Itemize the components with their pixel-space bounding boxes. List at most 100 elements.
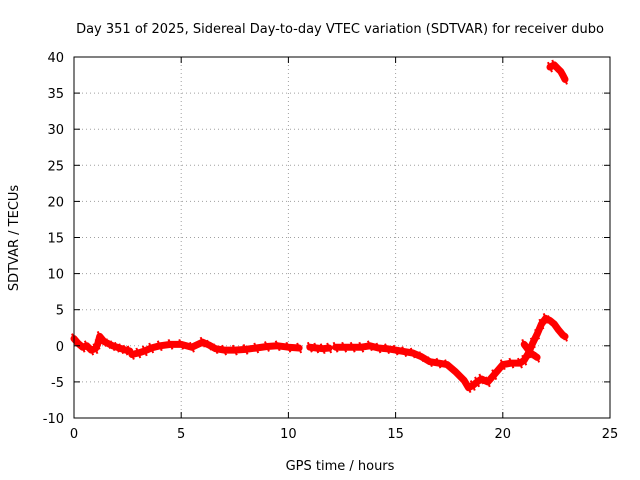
x-tick-label: 15: [387, 427, 404, 442]
data-point: [96, 331, 103, 342]
data-point: [341, 341, 348, 353]
data-point: [75, 338, 82, 350]
data-point: [212, 343, 219, 355]
x-tick-label: 5: [177, 427, 185, 442]
data-point: [542, 312, 549, 324]
data-point: [349, 341, 356, 353]
data-point: [274, 340, 281, 352]
data-point: [559, 329, 566, 341]
data-layer: [70, 59, 569, 394]
data-point: [253, 342, 260, 354]
data-point: [491, 369, 498, 381]
data-point: [474, 376, 481, 388]
data-point: [122, 344, 129, 356]
data-point: [296, 342, 303, 354]
data-point: [465, 382, 472, 394]
data-point: [128, 349, 135, 360]
data-point: [285, 341, 292, 353]
y-tick-label: -5: [51, 376, 64, 391]
data-point: [231, 344, 238, 356]
data-point: [418, 351, 425, 363]
data-point: [499, 359, 506, 370]
data-point: [562, 74, 568, 85]
data-point: [375, 342, 382, 354]
data-point: [547, 61, 553, 73]
data-point: [392, 344, 399, 356]
data-point: [521, 354, 528, 366]
data-point: [401, 346, 408, 357]
data-point: [562, 331, 568, 342]
data-point: [409, 347, 416, 359]
data-point: [79, 341, 86, 353]
data-point: [527, 347, 534, 359]
chart-title: Day 351 of 2025, Sidereal Day-to-day VTE…: [76, 22, 604, 37]
data-point: [366, 340, 373, 352]
data-point: [435, 357, 442, 369]
data-point: [221, 344, 228, 356]
data-point: [206, 339, 213, 351]
data-point: [156, 340, 163, 352]
data-point: [461, 375, 468, 386]
data-point: [178, 338, 185, 350]
data-point: [478, 373, 485, 385]
y-tick-label: 15: [47, 232, 64, 247]
data-point: [529, 337, 536, 349]
data-point: [547, 315, 553, 326]
y-tick-label: 35: [47, 87, 64, 102]
data-point: [88, 344, 95, 356]
data-point: [358, 341, 365, 353]
y-tick-label: 20: [47, 195, 64, 210]
y-tick-label: 10: [47, 268, 64, 283]
series-line-segment: [306, 343, 333, 353]
y-tick-label: 5: [56, 304, 64, 319]
x-axis-label: GPS time / hours: [286, 459, 395, 474]
data-point: [538, 318, 545, 330]
data-point: [319, 343, 326, 355]
data-point: [105, 338, 112, 350]
y-tick-label: -10: [43, 412, 64, 427]
x-tick-label: 25: [602, 427, 619, 442]
data-point: [199, 336, 206, 348]
series-line-segment: [332, 314, 569, 392]
data-point: [444, 359, 450, 370]
data-point: [264, 341, 270, 352]
data-point: [521, 338, 528, 350]
data-point: [534, 328, 541, 340]
data-point: [92, 343, 99, 355]
data-point: [188, 341, 195, 353]
x-tick-label: 0: [70, 427, 78, 442]
y-tick-label: 0: [56, 340, 64, 355]
data-point: [508, 357, 515, 369]
data-point: [94, 338, 101, 350]
data-point: [83, 340, 90, 352]
data-point: [313, 342, 320, 354]
data-point: [326, 342, 333, 354]
data-point: [534, 351, 541, 363]
y-tick-label: 30: [47, 123, 64, 138]
data-point: [101, 336, 107, 347]
data-point: [135, 347, 142, 359]
data-point: [113, 341, 120, 353]
y-tick-label: 40: [47, 51, 64, 66]
data-point: [469, 380, 476, 391]
data-point: [551, 59, 558, 71]
x-tick-label: 20: [495, 427, 512, 442]
data-point: [148, 342, 155, 354]
data-point: [306, 341, 313, 353]
y-tick-label: 25: [47, 159, 64, 174]
y-axis-label: SDTVAR / TECUs: [7, 185, 22, 292]
data-point: [426, 356, 433, 368]
data-point: [242, 344, 249, 355]
data-point: [141, 345, 148, 357]
ticks: 0 5 10 15 20 25 -10 -5 0 5 10 15 20 25 30 35 40: [43, 51, 619, 442]
data-point: [384, 343, 390, 355]
data-point: [452, 366, 459, 378]
x-tick-label: 10: [280, 427, 297, 442]
data-point: [109, 340, 116, 352]
data-point: [517, 357, 523, 369]
data-point: [167, 338, 174, 350]
data-point: [118, 343, 125, 355]
data-point: [332, 341, 339, 353]
data-point: [555, 63, 562, 75]
